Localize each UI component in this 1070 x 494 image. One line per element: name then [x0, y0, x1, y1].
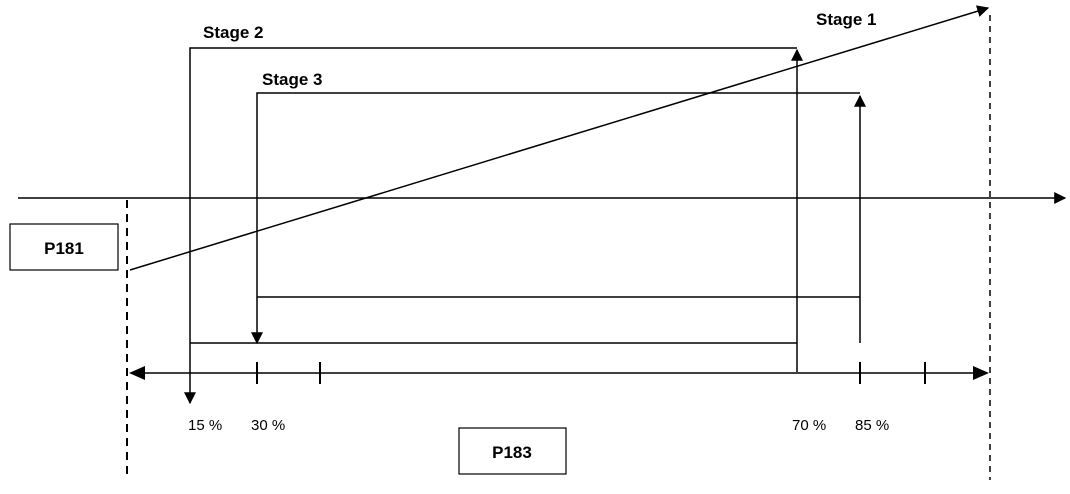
p183-box: P183: [458, 427, 567, 475]
percent-label-85: 85 %: [855, 417, 889, 434]
stage2-label: Stage 2: [203, 23, 263, 42]
stage1-line: [129, 5, 990, 271]
range-axis-right-arrow: [973, 366, 989, 380]
stage2-loop-top: [184, 47, 797, 405]
percent-label-15: 15 %: [188, 417, 222, 434]
p181-box: P181: [9, 223, 119, 271]
range-axis-left-arrow: [129, 366, 145, 380]
stage1-label: Stage 1: [816, 10, 876, 29]
p181-label: P181: [44, 239, 84, 258]
p183-label: P183: [492, 443, 532, 462]
percent-label-70: 70 %: [792, 417, 826, 434]
stage3-loop-top: [251, 92, 860, 345]
percent-label-30: 30 %: [251, 417, 285, 434]
stage3-label: Stage 3: [262, 70, 322, 89]
